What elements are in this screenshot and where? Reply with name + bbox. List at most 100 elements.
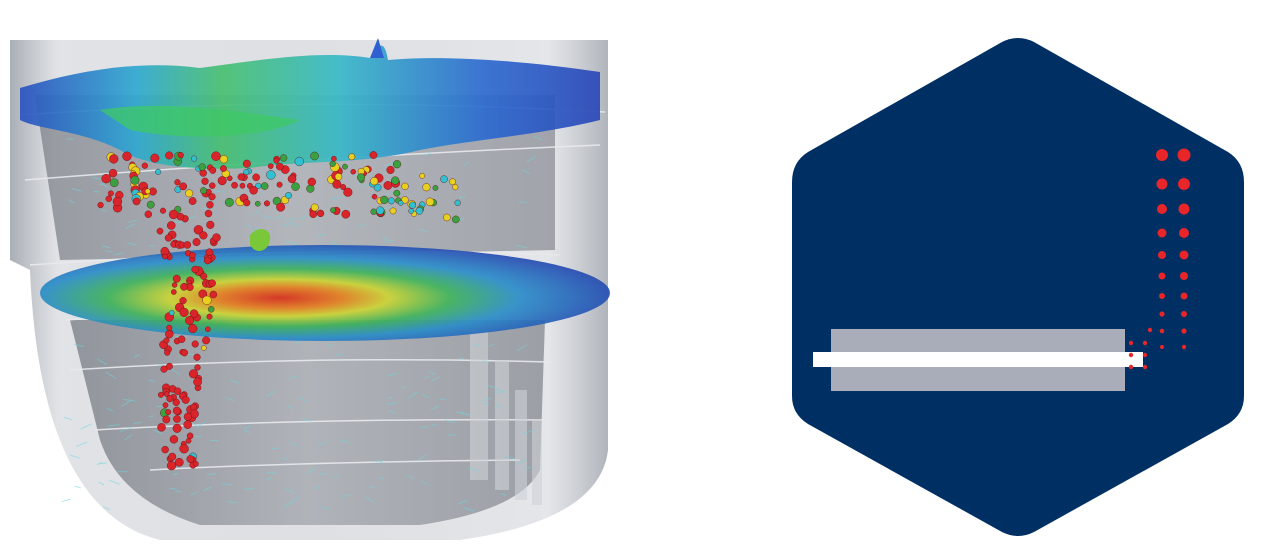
flow-vector [488, 343, 495, 347]
particle [371, 193, 378, 200]
flow-vector [253, 170, 262, 172]
particles [97, 151, 461, 471]
logo-dot [1180, 272, 1188, 280]
particle [209, 290, 218, 299]
particle [146, 200, 155, 209]
logo-dot [1179, 250, 1189, 260]
flow-vector [213, 190, 226, 193]
flow-vector [420, 426, 429, 428]
flow-vector [317, 440, 328, 447]
flow-vector [387, 396, 393, 400]
particle [188, 323, 198, 334]
particle [334, 173, 343, 181]
particle [112, 196, 123, 207]
particle [249, 186, 258, 195]
particle [193, 225, 204, 235]
particle [383, 181, 393, 190]
flow-vector [494, 387, 503, 393]
flow-vector [317, 233, 325, 237]
particle [206, 220, 215, 229]
flow-vector [172, 472, 179, 476]
particle [452, 184, 459, 191]
flow-vector [170, 368, 181, 375]
particle [186, 432, 194, 440]
particle [163, 391, 170, 397]
particle [172, 406, 181, 415]
particle [159, 207, 166, 214]
particle [201, 177, 209, 185]
particle [231, 181, 238, 189]
flow-vector [533, 135, 542, 141]
particle [409, 201, 417, 209]
logo-dot [1181, 328, 1187, 334]
particle [191, 265, 199, 274]
particle [443, 213, 451, 222]
particle [348, 153, 356, 161]
particle [454, 199, 461, 206]
particle [179, 444, 189, 454]
particle [208, 279, 216, 287]
flow-vector [102, 505, 111, 511]
logo-dot [1159, 328, 1165, 334]
free-surface [20, 45, 600, 169]
flow-vector [68, 199, 75, 204]
flow-vector [302, 417, 312, 422]
flow-vector [457, 500, 468, 505]
flow-vector [333, 475, 339, 478]
particle [415, 207, 424, 215]
flow-vector [288, 405, 295, 410]
logo-dot [1142, 340, 1148, 346]
flow-vector [418, 454, 427, 461]
particle [306, 184, 315, 193]
particle [309, 210, 318, 218]
particle [209, 182, 216, 189]
flow-vector [101, 209, 108, 213]
flow-vector [339, 438, 351, 444]
flow-vector [128, 219, 138, 223]
flow-vector [430, 376, 441, 382]
flow-vector [482, 397, 492, 402]
particle [254, 200, 261, 207]
particle [205, 326, 211, 332]
particle [341, 209, 351, 219]
particle [144, 210, 152, 218]
particle [203, 256, 212, 265]
logo-dot [1157, 204, 1167, 214]
flow-vector [102, 245, 111, 249]
particle [101, 173, 111, 184]
flow-vector [73, 343, 84, 348]
flow-vector [69, 454, 81, 459]
flow-vector [265, 390, 276, 397]
flow-vector [285, 487, 295, 494]
particle [204, 209, 213, 218]
particle [329, 160, 336, 167]
particle [370, 177, 379, 186]
particle [206, 313, 213, 320]
particle [331, 155, 337, 162]
flow-vector [386, 372, 399, 377]
particle [287, 174, 297, 184]
stepped-baffles [470, 330, 542, 505]
flow-vector [243, 425, 252, 430]
particle [177, 335, 186, 343]
flow-vector [430, 405, 440, 411]
particle [239, 182, 246, 189]
flow-vector [327, 344, 333, 347]
flow-vector [120, 400, 131, 408]
particle [162, 415, 171, 424]
flow-vector [331, 196, 343, 201]
particle [165, 409, 172, 415]
flow-vector [386, 401, 398, 405]
particle [276, 202, 286, 212]
particle [180, 283, 188, 291]
logo-dot [1160, 345, 1164, 349]
flow-vector [429, 370, 436, 376]
flow-vector [127, 242, 137, 246]
dot-pattern [1128, 148, 1191, 370]
particle [173, 415, 181, 423]
particle [237, 173, 245, 181]
flow-vector [107, 424, 120, 427]
particle [220, 165, 227, 172]
particle [165, 330, 174, 339]
flow-vector [365, 497, 375, 503]
